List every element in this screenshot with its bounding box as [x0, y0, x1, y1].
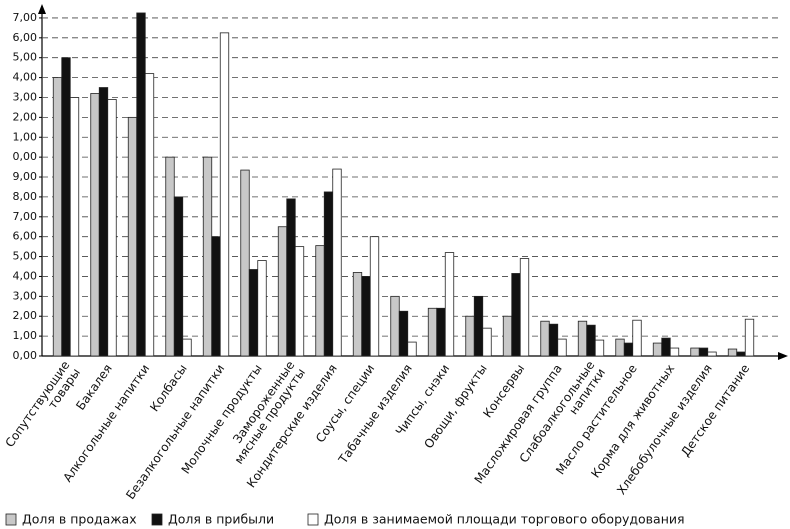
bar	[352, 272, 363, 357]
bar	[586, 324, 596, 357]
y-tick-label: 2,00	[13, 309, 38, 322]
bar	[90, 93, 100, 357]
legend-label: Доля в продажах	[22, 512, 137, 527]
bar	[369, 236, 380, 357]
bar	[511, 273, 521, 357]
bar	[652, 342, 663, 357]
bar	[444, 252, 455, 357]
bar	[211, 236, 221, 357]
y-tick-label: 7,00	[13, 11, 38, 24]
bar	[540, 320, 550, 357]
bar	[315, 245, 325, 357]
y-axis-arrow	[38, 4, 46, 14]
bar	[473, 295, 484, 357]
bar	[465, 315, 475, 357]
bar	[136, 12, 146, 357]
bar	[727, 348, 738, 357]
y-tick-label: 6,00	[13, 230, 38, 243]
bar	[286, 198, 296, 357]
y-tick-label: 4,00	[13, 71, 38, 84]
bar	[98, 87, 109, 357]
bar	[361, 276, 371, 357]
bar	[661, 337, 671, 357]
bar	[557, 338, 567, 357]
bar	[144, 73, 155, 357]
y-tick-label: 0,00	[13, 349, 38, 362]
bar	[407, 341, 417, 357]
x-tick-label: Детское питание	[678, 362, 752, 459]
bar	[69, 97, 80, 357]
y-tick-label: 9,00	[13, 170, 38, 183]
legend-label: Доля в прибыли	[168, 512, 274, 527]
legend-swatch	[5, 513, 17, 526]
y-tick-label: 7,00	[13, 210, 38, 223]
bar	[669, 347, 680, 357]
bar	[548, 323, 559, 357]
x-tick-label: Сопутствующиетовары	[2, 358, 83, 457]
bar	[744, 318, 755, 357]
bar	[519, 258, 530, 357]
x-axis-arrow	[778, 352, 788, 360]
y-tick-label: 3,00	[13, 90, 38, 103]
bar	[107, 99, 117, 357]
y-tick-label: 3,00	[13, 289, 38, 302]
bar	[173, 196, 184, 357]
bar	[427, 307, 438, 357]
bar	[52, 77, 63, 357]
legend-swatch	[151, 513, 163, 526]
bar	[165, 156, 175, 357]
y-tick-label: 6,00	[13, 31, 38, 44]
y-tick-label: 1,00	[13, 329, 38, 342]
legend-swatch	[307, 513, 319, 526]
y-tick-label: 1,00	[13, 130, 38, 143]
bar	[623, 342, 634, 357]
bar	[398, 310, 409, 357]
bar	[436, 307, 446, 357]
bar	[698, 347, 709, 357]
bar	[632, 319, 642, 357]
legend-label: Доля в занимаемой площади торгового обор…	[324, 512, 685, 527]
y-tick-label: 8,00	[13, 190, 38, 203]
bar	[390, 295, 400, 357]
bar	[257, 260, 267, 357]
y-tick-label: 0,00	[13, 150, 38, 163]
bar	[332, 168, 342, 357]
bar	[294, 246, 305, 357]
bar	[482, 327, 492, 357]
x-tick-label: Бакалея	[73, 362, 115, 413]
bar	[248, 269, 259, 357]
y-tick-label: 2,00	[13, 110, 38, 123]
bar	[707, 351, 717, 357]
bar	[202, 156, 213, 357]
bar	[594, 339, 605, 357]
bar	[219, 32, 230, 357]
bar	[61, 57, 71, 357]
y-tick-label: 5,00	[13, 250, 38, 263]
bar	[502, 315, 513, 357]
y-tick-label: 5,00	[13, 51, 38, 64]
bar	[323, 191, 334, 357]
bar	[127, 116, 138, 357]
bar	[577, 320, 588, 357]
bar	[615, 338, 625, 357]
bar	[690, 347, 700, 357]
bar	[736, 351, 746, 357]
bar	[240, 169, 250, 357]
bar	[182, 338, 192, 357]
y-tick-label: 4,00	[13, 269, 38, 282]
bar	[277, 226, 288, 357]
